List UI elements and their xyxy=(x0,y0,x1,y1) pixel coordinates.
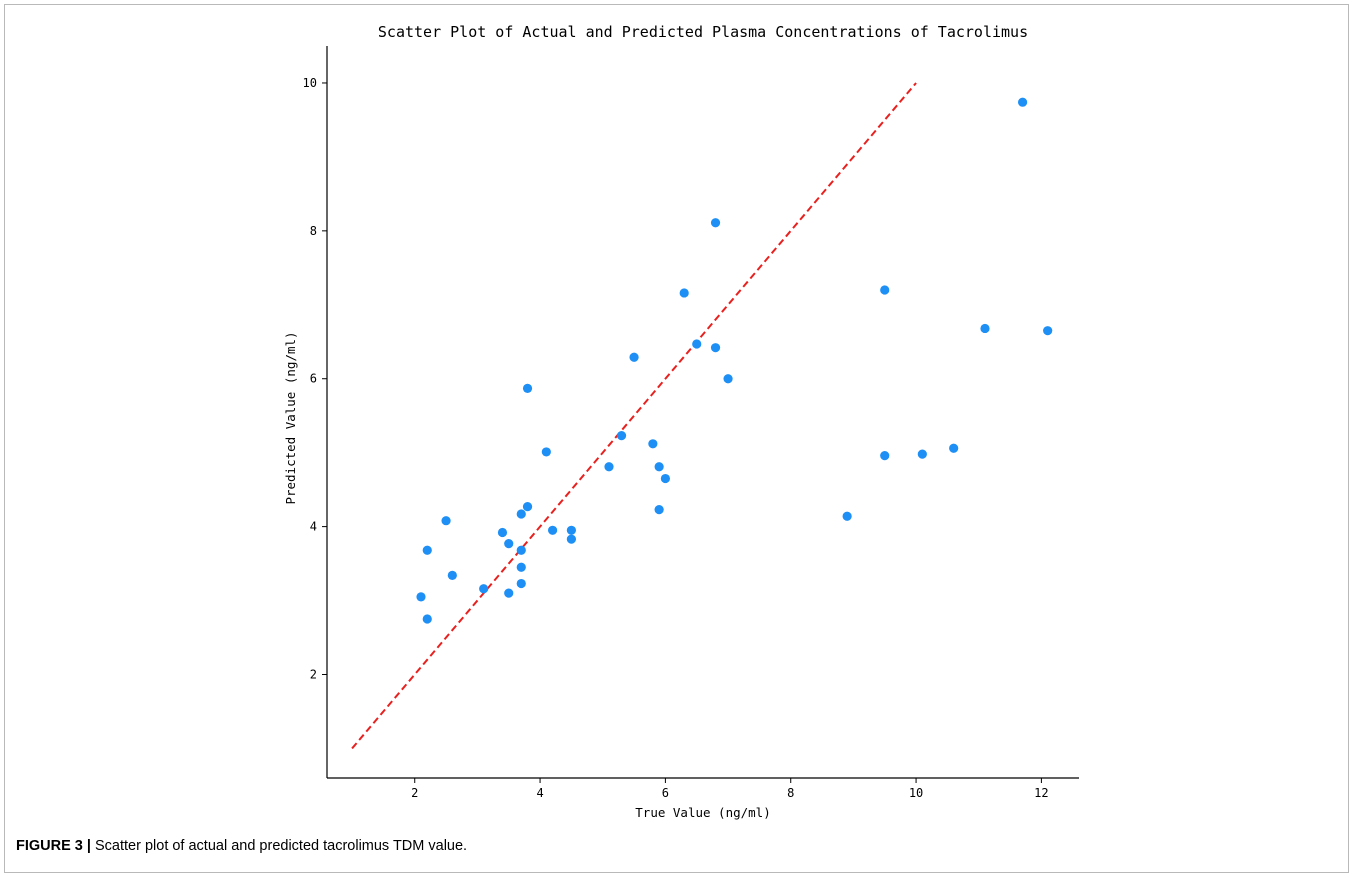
data-point xyxy=(522,502,533,512)
data-point xyxy=(541,447,551,457)
data-point xyxy=(949,443,959,453)
reference-line-group xyxy=(351,82,917,750)
data-point xyxy=(654,462,664,472)
data-point xyxy=(604,462,614,472)
y-tick-label: 2 xyxy=(310,667,317,681)
data-point xyxy=(710,343,721,353)
data-point xyxy=(616,431,627,441)
y-tick-label: 8 xyxy=(310,224,317,238)
x-axis-ticks: 2 4 6 8 10 12 xyxy=(411,778,1049,800)
data-point xyxy=(479,584,489,594)
data-point xyxy=(679,288,689,298)
data-point xyxy=(522,383,533,393)
data-point xyxy=(723,374,733,384)
data-point xyxy=(516,509,526,519)
data-point xyxy=(422,545,432,555)
data-point xyxy=(880,451,890,461)
data-point xyxy=(422,614,432,624)
x-axis-label: True Value (ng/ml) xyxy=(635,805,770,820)
x-tick-label: 2 xyxy=(411,786,418,800)
data-point xyxy=(504,539,514,549)
figure-caption: FIGURE 3 | Scatter plot of actual and pr… xyxy=(16,838,1336,854)
data-point xyxy=(880,285,890,295)
data-point xyxy=(497,527,508,538)
data-point xyxy=(566,534,577,544)
data-point xyxy=(516,562,526,572)
x-tick-label: 4 xyxy=(536,786,543,800)
data-point xyxy=(648,439,658,449)
figure-frame xyxy=(4,4,1349,873)
y-axis-ticks: 2 4 6 8 10 xyxy=(303,76,327,681)
data-point xyxy=(416,592,426,602)
x-tick-label: 8 xyxy=(787,786,794,800)
chart-title: Scatter Plot of Actual and Predicted Pla… xyxy=(378,23,1028,41)
x-tick-label: 6 xyxy=(662,786,669,800)
data-point xyxy=(566,525,577,535)
data-point xyxy=(516,545,526,555)
x-tick-label: 12 xyxy=(1034,786,1048,800)
y-tick-label: 10 xyxy=(303,76,317,90)
data-point xyxy=(629,352,639,362)
y-tick-label: 6 xyxy=(310,372,317,386)
data-point xyxy=(441,516,451,526)
data-point xyxy=(516,578,526,589)
data-point xyxy=(1043,326,1053,336)
y-tick-label: 4 xyxy=(310,520,317,534)
data-point xyxy=(842,511,852,521)
data-point xyxy=(548,525,558,535)
data-point xyxy=(504,588,514,598)
reference-line xyxy=(351,82,917,750)
data-point xyxy=(447,570,457,581)
data-point xyxy=(660,473,671,484)
figure-caption-text: Scatter plot of actual and predicted tac… xyxy=(95,838,468,854)
data-point xyxy=(917,449,927,459)
data-point xyxy=(710,218,721,228)
data-points xyxy=(416,97,1053,624)
data-point xyxy=(654,505,664,515)
y-axis-label: Predicted Value (ng/ml) xyxy=(283,331,298,504)
data-point xyxy=(980,323,990,334)
data-point xyxy=(1018,97,1028,107)
axes xyxy=(326,46,1079,779)
x-tick-label: 10 xyxy=(909,786,923,800)
figure-label: FIGURE 3 | xyxy=(16,838,91,854)
data-point xyxy=(692,339,702,349)
